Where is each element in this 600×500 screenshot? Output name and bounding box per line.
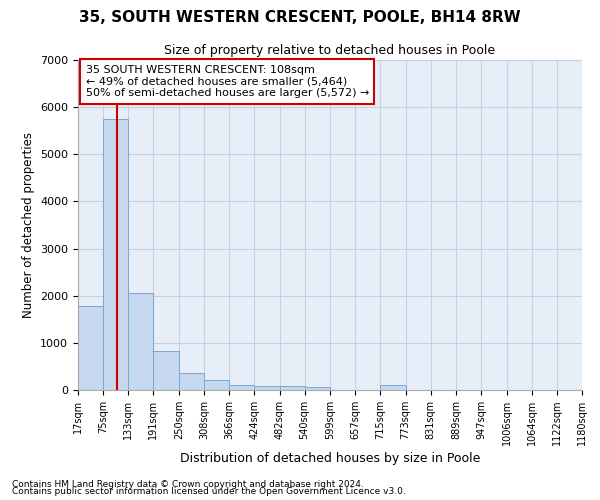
Bar xyxy=(154,352,179,390)
Y-axis label: Number of detached properties: Number of detached properties xyxy=(22,132,35,318)
Title: Size of property relative to detached houses in Poole: Size of property relative to detached ho… xyxy=(164,44,496,58)
Bar xyxy=(305,387,330,390)
Bar xyxy=(380,386,406,390)
Bar xyxy=(280,386,305,390)
Bar xyxy=(179,373,204,390)
Text: 35, SOUTH WESTERN CRESCENT, POOLE, BH14 8RW: 35, SOUTH WESTERN CRESCENT, POOLE, BH14 … xyxy=(79,10,521,25)
X-axis label: Distribution of detached houses by size in Poole: Distribution of detached houses by size … xyxy=(180,452,480,465)
Bar xyxy=(103,119,128,390)
Bar xyxy=(229,384,254,390)
Bar xyxy=(128,294,154,390)
Bar xyxy=(254,386,280,390)
Text: Contains public sector information licensed under the Open Government Licence v3: Contains public sector information licen… xyxy=(12,487,406,496)
Bar xyxy=(78,306,103,390)
Text: 35 SOUTH WESTERN CRESCENT: 108sqm
← 49% of detached houses are smaller (5,464)
5: 35 SOUTH WESTERN CRESCENT: 108sqm ← 49% … xyxy=(86,65,369,98)
Bar xyxy=(204,380,229,390)
Text: Contains HM Land Registry data © Crown copyright and database right 2024.: Contains HM Land Registry data © Crown c… xyxy=(12,480,364,489)
